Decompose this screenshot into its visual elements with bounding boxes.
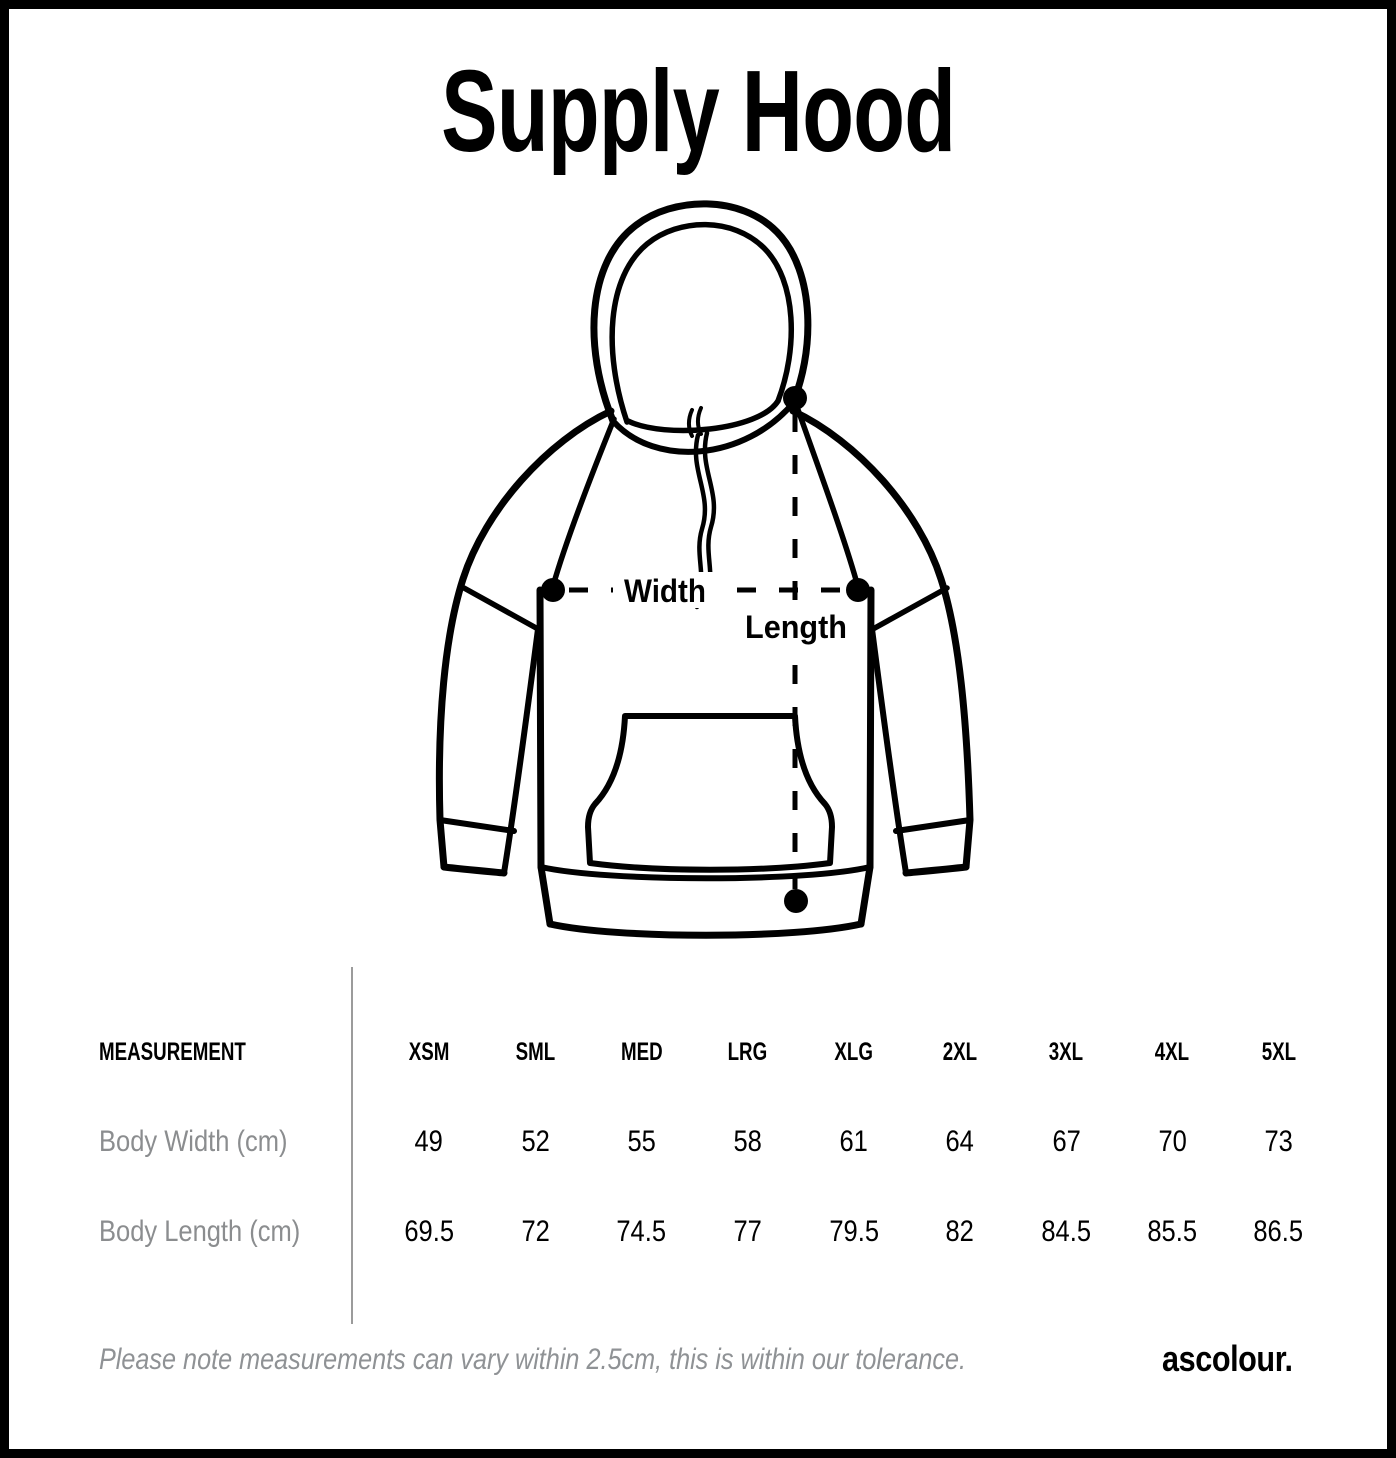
- size-table: MEASUREMENT XSM SML MED LRG XLG 2XL 3XL …: [99, 1007, 1332, 1277]
- measure-dot-shoulder: [783, 386, 807, 410]
- underarm-seam-right: [870, 585, 950, 632]
- page-title-text: Supply Hood: [440, 46, 956, 176]
- hood-inner-outline: [609, 221, 795, 425]
- cuff-left-bottom: [440, 863, 508, 877]
- cuff-right-top: [893, 817, 973, 834]
- waistband-left-edge: [537, 863, 554, 928]
- underarm-seam-left: [461, 585, 541, 632]
- hem-bottom: [546, 920, 865, 939]
- body-length-4xl: 85.5: [1147, 1215, 1198, 1248]
- body-right-edge: [866, 586, 875, 871]
- tolerance-note-text: Please note measurements can vary within…: [99, 1343, 967, 1376]
- cuff-right-bottom: [902, 863, 970, 877]
- size-header-5xl: 5XL: [1261, 1037, 1296, 1066]
- measure-dot-hem: [784, 889, 808, 913]
- measure-dot-armpit-right: [846, 578, 870, 602]
- size-header-2xl: 2XL: [942, 1037, 978, 1066]
- hood-neck-inner-curve: [625, 398, 781, 434]
- size-header-xlg: XLG: [834, 1037, 874, 1066]
- size-header-3xl: 3XL: [1049, 1037, 1084, 1066]
- sleeve-right-outer: [789, 407, 974, 871]
- cuff-left-top: [437, 817, 517, 834]
- waistband-right-edge: [857, 863, 874, 928]
- row-label-body-length: Body Length (cm): [99, 1215, 301, 1248]
- pocket-outline: [585, 713, 835, 873]
- sleeve-right-inner: [869, 626, 909, 876]
- size-header-lrg: LRG: [727, 1037, 768, 1066]
- raglan-seam-left: [550, 416, 617, 589]
- body-width-xsm: 49: [414, 1125, 444, 1158]
- hoodie-diagram: Width Length: [435, 200, 974, 939]
- body-length-2xl: 82: [945, 1215, 975, 1248]
- body-width-xlg: 61: [839, 1125, 869, 1158]
- tolerance-note: Please note measurements can vary within…: [99, 1342, 1131, 1378]
- body-left-edge: [536, 586, 545, 871]
- sleeve-left-outer: [435, 407, 615, 871]
- length-label-backplate: [737, 608, 855, 646]
- body-width-2xl: 64: [945, 1125, 975, 1158]
- body-width-med: 55: [627, 1125, 656, 1158]
- size-header-med: MED: [620, 1037, 663, 1066]
- body-width-sml: 52: [521, 1125, 550, 1158]
- body-length-5xl: 86.5: [1253, 1215, 1304, 1248]
- body-width-5xl: 73: [1264, 1125, 1293, 1158]
- body-length-med: 74.5: [616, 1215, 667, 1248]
- width-label: Width: [624, 573, 706, 609]
- measurement-header: MEASUREMENT: [99, 1037, 246, 1066]
- body-length-sml: 72: [521, 1215, 550, 1248]
- size-header-xsm: XSM: [408, 1037, 450, 1066]
- body-width-3xl: 67: [1052, 1125, 1081, 1158]
- hood-outer-outline: [590, 200, 812, 425]
- size-header-sml: SML: [515, 1037, 556, 1066]
- sleeve-left-inner: [501, 626, 541, 876]
- hood-neck-outer-curve: [610, 399, 797, 455]
- body-length-xsm: 69.5: [404, 1215, 454, 1248]
- size-header-4xl: 4XL: [1155, 1037, 1190, 1066]
- body-length-xlg: 79.5: [829, 1215, 879, 1248]
- waistband-top: [538, 864, 873, 882]
- width-label-backplate: [613, 572, 717, 608]
- body-width-4xl: 70: [1158, 1125, 1187, 1158]
- brand-logo-text: ascolour.: [1162, 1338, 1293, 1379]
- page-title: Supply Hood: [9, 53, 1387, 169]
- length-label: Length: [745, 609, 847, 645]
- drawcord-exit-marks: [687, 406, 703, 438]
- row-label-body-width: Body Width (cm): [99, 1125, 288, 1158]
- brand-logo: ascolour.: [1139, 1339, 1293, 1379]
- body-length-lrg: 77: [733, 1215, 762, 1248]
- table-divider-line: [351, 967, 353, 1324]
- body-length-3xl: 84.5: [1041, 1215, 1092, 1248]
- body-width-lrg: 58: [733, 1125, 762, 1158]
- raglan-seam-right: [793, 401, 861, 590]
- measure-dot-armpit-left: [541, 578, 565, 602]
